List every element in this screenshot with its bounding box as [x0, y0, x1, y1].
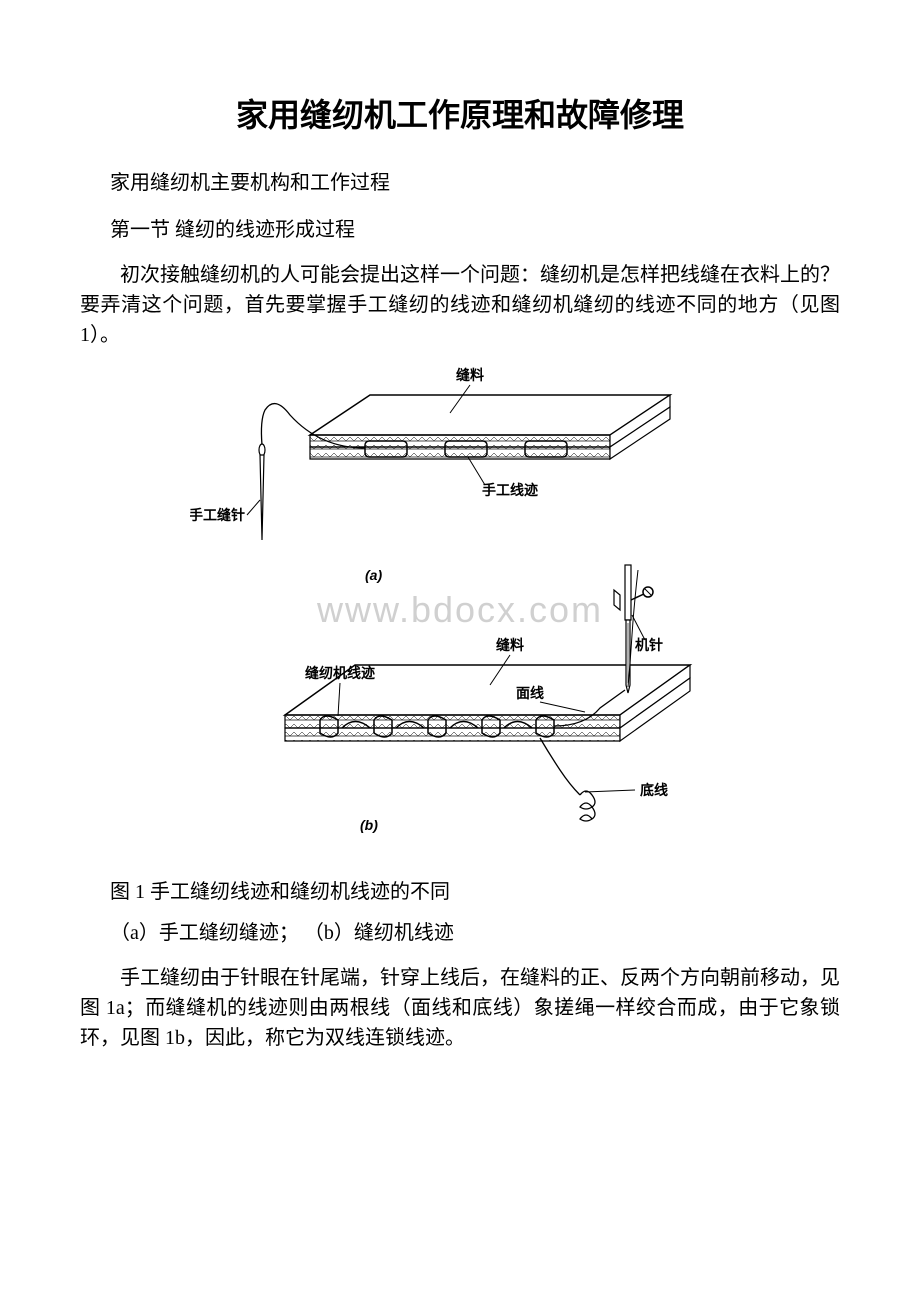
label-fabric-a: 缝料 [456, 367, 484, 383]
label-hand-needle: 手工缝针 [190, 507, 245, 523]
page-title: 家用缝纫机工作原理和故障修理 [80, 90, 840, 136]
label-fabric-b: 缝料 [496, 637, 524, 653]
figure-1: www.bdocx.com [80, 365, 840, 855]
label-top-thread: 面线 [516, 685, 544, 701]
label-machine-needle: 机针 [635, 637, 663, 653]
diagram-svg: 缝料 手工缝针 手工线迹 (a) [190, 365, 730, 855]
paragraph-2: 手工缝纫由于针眼在针尾端，针穿上线后，在缝料的正、反两个方向朝前移动，见图 1a… [80, 963, 840, 1053]
diagram-b: 缝料 机针 缝纫机线迹 面线 底线 (b) [285, 565, 690, 833]
figure-sub-caption: （a）手工缝纫缝迹； （b）缝纫机线迹 [80, 916, 840, 945]
label-b: (b) [360, 817, 378, 833]
document-subtitle: 家用缝纫机主要机构和工作过程 [80, 166, 840, 195]
label-hand-stitch: 手工线迹 [482, 482, 538, 498]
label-machine-stitch: 缝纫机线迹 [305, 665, 375, 681]
label-a: (a) [365, 567, 382, 583]
figure-caption: 图 1 手工缝纫线迹和缝纫机线迹的不同 [80, 875, 840, 904]
label-bottom-thread: 底线 [640, 782, 668, 798]
section-heading: 第一节 缝纫的线迹形成过程 [80, 213, 840, 242]
paragraph-1: 初次接触缝纫机的人可能会提出这样一个问题：缝纫机是怎样把线缝在衣料上的？要弄清这… [80, 260, 840, 350]
diagram-a: 缝料 手工缝针 手工线迹 (a) [190, 367, 670, 583]
